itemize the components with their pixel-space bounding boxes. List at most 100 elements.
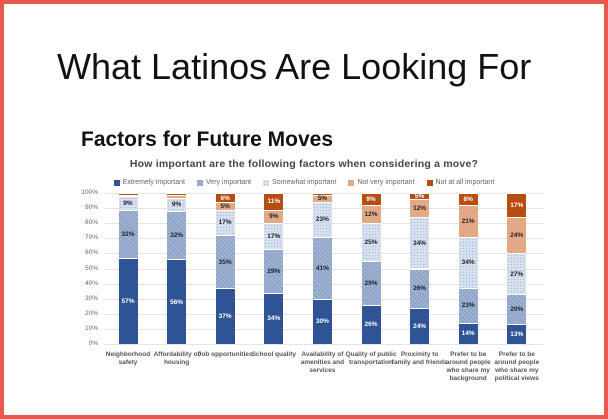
- legend-item: Not at all important: [426, 179, 495, 186]
- data-label: 14%: [461, 330, 475, 338]
- chart-legend: Extremely important Very important Somewha…: [4, 179, 604, 186]
- bar-segment: [167, 194, 187, 198]
- bar-segment: [312, 193, 332, 195]
- bar-segment: 24%: [507, 217, 527, 254]
- x-tick-label: Availability of amenities and services: [300, 351, 345, 374]
- bar-segment: 32%: [118, 209, 138, 258]
- legend-item: Not very important: [348, 179, 415, 186]
- bar-segment: 37%: [215, 288, 235, 344]
- y-tick-label: 50%: [84, 264, 98, 272]
- bar-segment: [118, 194, 138, 196]
- bar-segment: 12%: [361, 205, 381, 224]
- bar-segment: 41%: [312, 236, 332, 299]
- chart-plot-area: 0% 10% 20% 30% 40% 50% 60% 70% 80% 90% 100% 57% 32% 9…: [4, 4, 604, 415]
- bar-segment: 8%: [458, 193, 478, 206]
- bar-segment: [167, 193, 187, 195]
- data-label: 29%: [267, 267, 281, 275]
- y-tick-label: 0%: [88, 340, 98, 347]
- bar-segment: 17%: [507, 193, 527, 218]
- y-tick-label: 60%: [84, 249, 98, 257]
- legend-swatch: [196, 179, 203, 186]
- data-label: 25%: [364, 239, 378, 247]
- bar-segment: 30%: [312, 298, 332, 344]
- y-tick-label: 30%: [84, 294, 98, 302]
- x-tick-label: Quality of public transportation: [345, 351, 397, 366]
- legend-label: Very important: [205, 179, 252, 186]
- y-tick-label: 70%: [84, 234, 98, 242]
- bar-segment: 14%: [458, 322, 478, 344]
- bar-segment: 27%: [507, 253, 527, 295]
- y-tick-label: 90%: [84, 204, 98, 212]
- data-label: 13%: [510, 331, 524, 339]
- data-label: 24%: [510, 232, 524, 240]
- data-label: 27%: [510, 270, 524, 278]
- data-label: 20%: [510, 306, 524, 314]
- x-tick-label: Prefer to be around people who share my …: [494, 351, 540, 382]
- data-label: 6%: [220, 194, 230, 202]
- legend-swatch: [263, 179, 270, 186]
- data-label: 34%: [461, 259, 475, 267]
- y-tick-label: 20%: [84, 309, 98, 317]
- bar-segment: [118, 193, 138, 195]
- bar-segment: 20%: [507, 294, 527, 325]
- x-tick-label: Prefer to be around people who share my …: [445, 351, 491, 382]
- legend-item: Extremely important: [113, 179, 185, 186]
- y-tick-label: 10%: [84, 324, 98, 332]
- bar-segment: 24%: [410, 307, 430, 344]
- bar-segment: 17%: [215, 209, 235, 236]
- data-label: 34%: [413, 239, 427, 247]
- bar-segment: 56%: [167, 259, 187, 344]
- legend-swatch: [426, 179, 433, 186]
- data-label: 21%: [461, 217, 475, 225]
- bar-segment: 34%: [458, 236, 478, 289]
- legend-label: Not at all important: [435, 179, 495, 186]
- legend-item: Somewhat important: [263, 179, 336, 186]
- data-label: 12%: [413, 205, 427, 213]
- data-label: 26%: [413, 285, 427, 293]
- legend-label: Not very important: [357, 179, 415, 186]
- chart-title: How important are the following factors …: [129, 158, 479, 170]
- bar-segment: 9%: [264, 209, 284, 224]
- x-tick-label: Affordability of housing: [153, 351, 200, 366]
- data-label: 30%: [315, 318, 329, 326]
- y-tick-label: 100%: [81, 189, 98, 196]
- data-label: 5%: [414, 193, 425, 201]
- bar-segment: 9%: [167, 197, 187, 212]
- slide-subtitle: Factors for Future Moves: [81, 128, 334, 151]
- data-label: 9%: [366, 196, 376, 204]
- slide-title: What Latinos Are Looking For: [57, 46, 532, 87]
- data-label: 17%: [510, 202, 524, 210]
- data-label: 5%: [317, 195, 328, 203]
- x-tick-label: School quality: [251, 351, 296, 358]
- legend-label: Extremely important: [122, 179, 185, 186]
- data-label: 5%: [220, 202, 230, 210]
- bar-segment: 57%: [118, 257, 138, 344]
- bar-segment: 26%: [361, 304, 381, 344]
- bar-segment: 25%: [361, 223, 381, 261]
- data-label: 32%: [170, 232, 184, 240]
- bar-segment: 13%: [507, 324, 527, 344]
- data-label: 9%: [269, 213, 279, 221]
- bar-segment: 5%: [410, 193, 430, 201]
- x-tick-label: Neighborhood safety: [105, 351, 151, 366]
- data-label: 35%: [218, 258, 232, 266]
- bar-segment: 17%: [264, 223, 284, 249]
- data-label: 17%: [267, 233, 281, 241]
- y-tick-label: 40%: [84, 279, 98, 287]
- data-label: 8%: [463, 196, 473, 204]
- bar-segment: 32%: [167, 211, 187, 260]
- bar-segment: 34%: [264, 292, 284, 344]
- legend-swatch: [113, 179, 120, 186]
- bar-segment: 5%: [215, 202, 235, 210]
- legend-item: Very important: [196, 179, 252, 186]
- data-label: 41%: [315, 264, 329, 272]
- bar-segment: 21%: [458, 205, 478, 237]
- data-label: 12%: [364, 211, 378, 219]
- data-label: 17%: [218, 219, 232, 227]
- legend-label: Somewhat important: [272, 179, 337, 186]
- data-label: 29%: [364, 279, 378, 287]
- data-label: 11%: [267, 198, 281, 206]
- data-label: 32%: [121, 230, 135, 238]
- bar-segment: 5%: [312, 194, 332, 203]
